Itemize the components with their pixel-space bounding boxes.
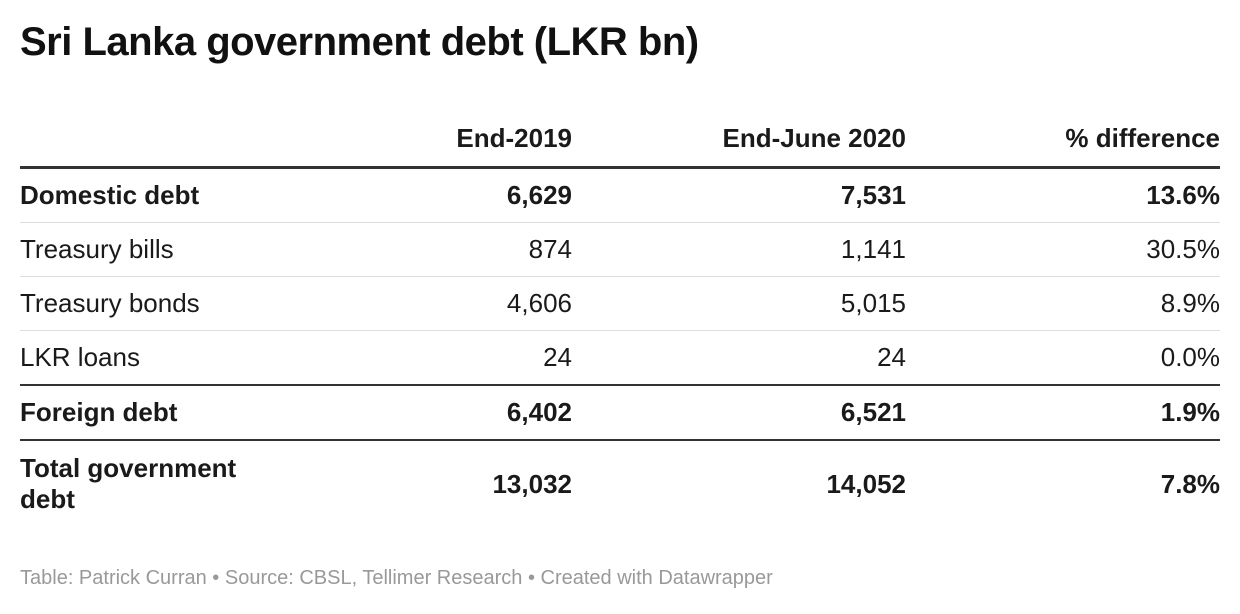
cell-end-june-2020: 24	[572, 330, 906, 386]
row-label: Foreign debt	[20, 385, 270, 441]
header-row: End-2019 End-June 2020 % difference	[20, 112, 1220, 169]
table-row-treasury-bills: Treasury bills 874 1,141 30.5%	[20, 222, 1220, 277]
table-row-total-government-debt: Total government debt 13,032 14,052 7.8%	[20, 440, 1220, 527]
cell-pct-difference: 8.9%	[906, 276, 1220, 331]
row-label: Treasury bonds	[20, 276, 270, 331]
cell-end-2019: 6,402	[270, 385, 572, 441]
header-cell-label	[20, 112, 270, 169]
debt-table: End-2019 End-June 2020 % difference Dome…	[20, 112, 1220, 527]
cell-end-june-2020: 1,141	[572, 222, 906, 277]
table-row-treasury-bonds: Treasury bonds 4,606 5,015 8.9%	[20, 276, 1220, 331]
row-label: LKR loans	[20, 330, 270, 386]
table-row-domestic-debt: Domestic debt 6,629 7,531 13.6%	[20, 167, 1220, 223]
cell-end-2019: 24	[270, 330, 572, 386]
cell-end-june-2020: 14,052	[826, 468, 906, 499]
footer-credits: Table: Patrick Curran • Source: CBSL, Te…	[20, 567, 773, 589]
cell-pct-difference: 13.6%	[906, 167, 1220, 223]
cell-end-2019: 4,606	[270, 276, 572, 331]
table-row-foreign-debt: Foreign debt 6,402 6,521 1.9%	[20, 385, 1220, 441]
cell-end-june-2020: 6,521	[572, 385, 906, 441]
cell-end-2019: 13,032	[492, 468, 572, 499]
cell-pct-difference: 0.0%	[906, 330, 1220, 386]
table-row-lkr-loans: LKR loans 24 24 0.0%	[20, 330, 1220, 386]
cell-pct-difference: 30.5%	[906, 222, 1220, 277]
header-cell-pct-difference: % difference	[906, 112, 1220, 169]
cell-end-2019: 6,629	[270, 167, 572, 223]
cell-end-june-2020: 5,015	[572, 276, 906, 331]
cell-pct-difference: 7.8%	[1160, 468, 1220, 499]
row-label: Domestic debt	[20, 167, 270, 223]
chart-title: Sri Lanka government debt (LKR bn)	[20, 20, 699, 64]
cell-pct-difference: 1.9%	[906, 385, 1220, 441]
header-cell-end-2019: End-2019	[270, 112, 572, 169]
cell-end-june-2020: 7,531	[572, 167, 906, 223]
cell-end-2019: 874	[270, 222, 572, 277]
row-label: Total government debt	[20, 453, 237, 514]
row-label: Treasury bills	[20, 222, 270, 277]
header-cell-end-june-2020: End-June 2020	[572, 112, 906, 169]
